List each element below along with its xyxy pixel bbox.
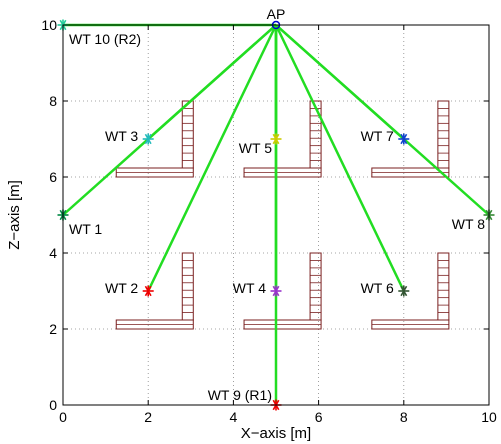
obstacle-wall [371, 100, 450, 178]
link-line [62, 24, 277, 216]
x-axis-title: X−axis [m] [241, 425, 311, 442]
x-tick-label: 6 [315, 409, 323, 425]
y-tick-label: 0 [49, 397, 57, 413]
links [62, 23, 490, 405]
terminal-label: WT 9 (R1) [208, 387, 272, 403]
terminal-label: WT 7 [361, 128, 394, 144]
obstacle-wall [115, 100, 194, 178]
y-tick-label: 2 [49, 321, 57, 337]
terminal-label: WT 4 [233, 280, 266, 296]
y-tick-label: 6 [49, 169, 57, 185]
terminal-label: WT 5 [239, 140, 272, 156]
wall-vertical [437, 252, 450, 321]
terminal-label: WT 10 (R2) [69, 31, 141, 47]
wall-vertical [437, 100, 450, 169]
terminal-label: WT 8 [452, 216, 485, 232]
link-line [275, 24, 490, 216]
terminal-label: WT 3 [105, 128, 138, 144]
terminal-marker [142, 285, 154, 297]
terminal-marker [270, 133, 282, 145]
wall-vertical [309, 252, 322, 321]
access-point-label: AP [267, 6, 286, 22]
terminal-marker [398, 133, 410, 145]
wall-vertical [309, 100, 322, 169]
terminal-marker [270, 285, 282, 297]
y-tick-label: 4 [49, 245, 57, 261]
link-line [274, 24, 405, 292]
link-line [147, 24, 278, 292]
terminal-label: WT 1 [69, 221, 102, 237]
terminal-label: WT 6 [361, 280, 394, 296]
terminal-label: WT 2 [105, 280, 138, 296]
point-labels: AP WT 1 WT 2 WT 3 WT 4 WT 5 WT 6 WT 7 WT 8 WT 9 (… [69, 6, 485, 403]
terminal-marker [142, 133, 154, 145]
wall-vertical [181, 252, 194, 321]
obstacle-wall [115, 252, 194, 330]
obstacle-wall [243, 252, 322, 330]
y-tick-label: 8 [49, 93, 57, 109]
y-tick-label: 10 [41, 17, 57, 33]
plot-frame [62, 24, 490, 406]
x-tick-label: 0 [59, 409, 67, 425]
x-tick-label: 10 [481, 409, 497, 425]
ticks: 0 2 4 6 8 10 0 2 4 6 8 10 [41, 17, 497, 425]
x-tick-label: 2 [144, 409, 152, 425]
wall-vertical [181, 100, 194, 169]
x-tick-label: 8 [400, 409, 408, 425]
x-tick-label: 4 [230, 409, 238, 425]
y-axis-title: Z−axis [m] [6, 180, 23, 250]
terminal-marker [398, 285, 410, 297]
obstacle-wall [371, 252, 450, 330]
